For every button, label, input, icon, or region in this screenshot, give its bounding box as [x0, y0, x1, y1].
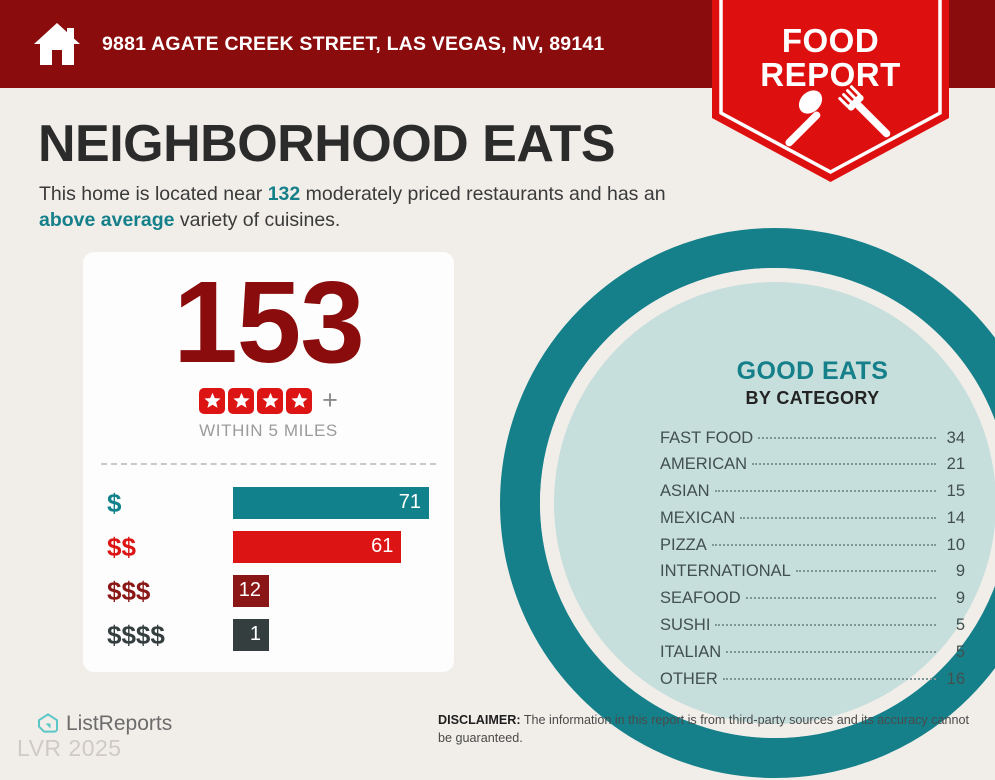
list-item: MEXICAN 14 [660, 509, 965, 536]
good-eats-disc [554, 282, 995, 724]
leader-dots [740, 516, 936, 519]
category-name: SEAFOOD [660, 589, 741, 608]
disclaimer-label: DISCLAIMER: [438, 713, 521, 727]
disclaimer-text: The information in this report is from t… [438, 713, 969, 745]
category-name: ASIAN [660, 482, 710, 501]
star-icon [199, 387, 226, 414]
category-name: OTHER [660, 669, 718, 688]
leader-dots [711, 543, 936, 546]
category-count: 5 [955, 616, 965, 635]
good-eats-list: FAST FOOD 34 AMERICAN 21 ASIAN 15 MEXICAN 14 PIZ… [660, 429, 965, 697]
category-count: 16 [946, 669, 965, 688]
subtitle-highlight-count: 132 [267, 183, 301, 205]
price-tier-track: 61 [233, 530, 432, 563]
category-count: 14 [946, 508, 965, 527]
price-tier-bar-chart: $71 $$ 61 $$$ 12 $$$$ 1 [83, 481, 454, 657]
star-plus-sign: + [322, 385, 338, 415]
good-eats-title: GOOD EATS [736, 357, 889, 385]
category-name: PIZZA [660, 535, 707, 554]
star-icon [228, 387, 255, 414]
price-tier-row: $71 [107, 481, 432, 525]
price-tier-bar: 12 [233, 574, 269, 607]
leader-dots [722, 677, 936, 680]
leader-dots [795, 570, 936, 573]
category-count: 5 [955, 642, 965, 661]
home-icon [34, 23, 80, 65]
price-tier-label: $$ [107, 531, 136, 562]
listreports-logo-text: ListReports [66, 712, 173, 735]
category-count: 15 [946, 482, 965, 501]
food-report-badge: FOOD REPORT [712, 0, 949, 182]
category-name: AMERICAN [660, 455, 748, 474]
list-item: INTERNATIONAL 9 [660, 562, 965, 589]
category-count: 9 [955, 589, 965, 608]
list-item: SUSHI 5 [660, 616, 965, 643]
price-tier-track: 1 [233, 618, 432, 651]
badge-shape [712, 0, 949, 182]
price-tier-bar: 61 [233, 530, 402, 563]
list-item: FAST FOOD 34 [660, 429, 965, 456]
subtitle-part-2: moderately priced restaurants and has an [300, 183, 666, 205]
leader-dots [752, 463, 936, 466]
card-divider [101, 462, 436, 465]
ring-gap [540, 268, 995, 738]
good-eats-subtitle: BY CATEGORY [745, 387, 880, 408]
star-icon [257, 387, 284, 414]
listreports-logo-icon [38, 713, 58, 733]
star-rating: + [83, 385, 454, 415]
spoon-fork-icon [785, 85, 891, 147]
category-count: 9 [955, 562, 965, 581]
price-tier-row: $$$ 12 [107, 569, 432, 613]
badge-line-1: FOOD [781, 22, 880, 59]
list-item: SEAFOOD 9 [660, 589, 965, 616]
page-subtitle: This home is located near 132 moderately… [39, 182, 699, 234]
list-item: ITALIAN 5 [660, 643, 965, 670]
category-name: INTERNATIONAL [660, 562, 791, 581]
list-item: PIZZA 10 [660, 536, 965, 563]
category-count: 10 [946, 535, 965, 554]
category-name: FAST FOOD [660, 428, 754, 447]
radius-caption: WITHIN 5 MILES [199, 420, 338, 440]
disclaimer: DISCLAIMER: The information in this repo… [438, 712, 983, 747]
leader-dots [715, 624, 936, 627]
price-tier-track: 12 [233, 574, 432, 607]
good-eats-ring-graphic [500, 228, 995, 778]
list-item: AMERICAN 21 [660, 455, 965, 482]
category-name: MEXICAN [660, 508, 736, 527]
page-title: NEIGHBORHOOD EATS [38, 115, 616, 173]
price-tier-row: $$ 61 [107, 525, 432, 569]
category-count: 34 [946, 428, 965, 447]
list-item: ASIAN 15 [660, 482, 965, 509]
price-tier-bar: 1 [233, 618, 269, 651]
leader-dots [726, 650, 936, 653]
restaurant-stat-card: 153 + WITHIN 5 MILES $71 $$ 61 $$$ 12 $$$$ 1 [83, 252, 454, 672]
list-item: OTHER 16 [660, 670, 965, 697]
category-count: 21 [946, 455, 965, 474]
leader-dots [758, 436, 936, 439]
subtitle-part-3: variety of cuisines. [174, 208, 341, 231]
outer-teal-ring [500, 228, 995, 778]
subtitle-part-1: This home is located near [39, 183, 268, 205]
price-tier-track: 71 [233, 486, 432, 519]
star-icon [286, 387, 313, 414]
good-eats-panel: GOOD EATS BY CATEGORY FAST FOOD 34 AMERICA… [660, 357, 965, 697]
leader-dots [745, 597, 936, 600]
subtitle-highlight-variety: above average [39, 208, 175, 231]
restaurant-count: 153 [173, 257, 365, 387]
price-tier-label: $$$$ [107, 619, 165, 650]
category-name: SUSHI [660, 616, 711, 635]
badge-line-2: REPORT [760, 56, 901, 93]
price-tier-label: $ [107, 487, 122, 518]
leader-dots [714, 490, 936, 493]
price-tier-label: $$$ [107, 575, 151, 606]
lvr-watermark: LVR 2025 [17, 735, 122, 761]
listreports-logo[interactable]: ListReports [36, 712, 172, 736]
category-name: ITALIAN [660, 642, 722, 661]
property-address: 9881 AGATE CREEK STREET, LAS VEGAS, NV, … [102, 32, 605, 55]
price-tier-row: $$$$ 1 [107, 613, 432, 657]
price-tier-bar: 71 [233, 486, 429, 519]
